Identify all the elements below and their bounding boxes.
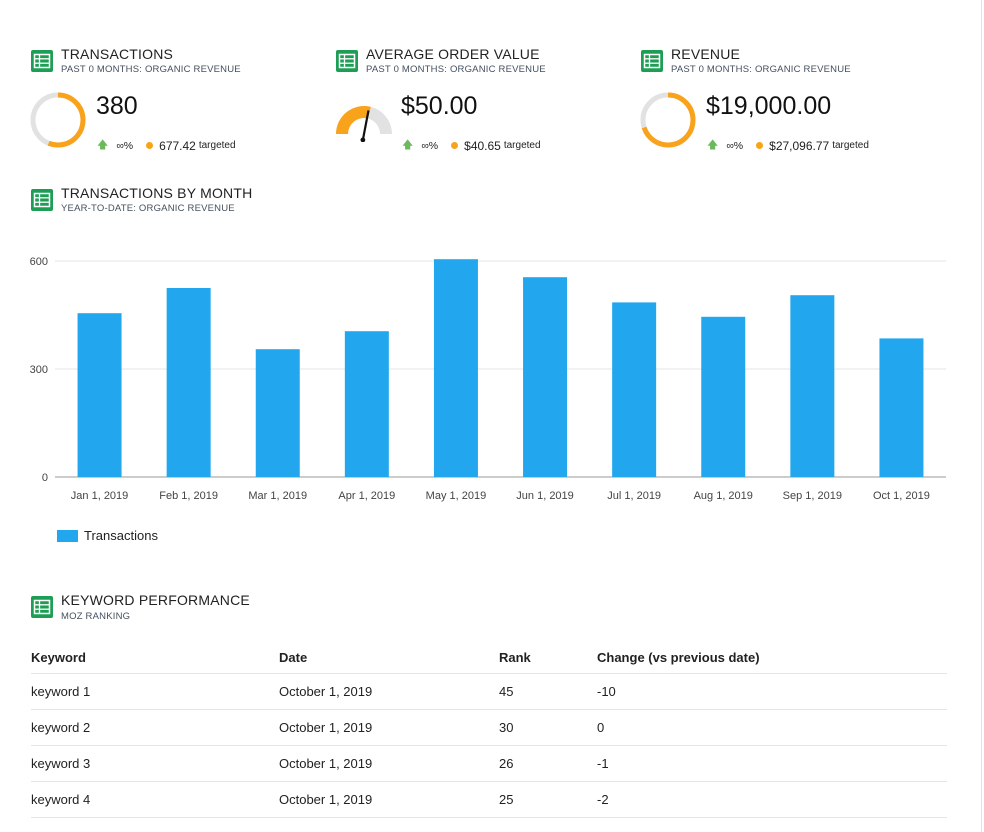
date-cell: October 1, 2019 [279, 781, 499, 818]
spreadsheet-icon [31, 596, 53, 618]
change-cell: -1 [597, 745, 947, 782]
x-tick-label: Aug 1, 2019 [694, 490, 753, 502]
spreadsheet-icon [31, 189, 53, 211]
bar [701, 316, 746, 477]
kpi-value: $50.00 [401, 92, 478, 120]
target-label: targeted [198, 140, 236, 151]
bar [433, 259, 478, 477]
rank-cell: 30 [499, 709, 597, 746]
date-cell: October 1, 2019 [279, 745, 499, 782]
spreadsheet-icon [336, 50, 358, 72]
kpi-value: $19,000.00 [706, 92, 832, 120]
table-row: keyword 3 October 1, 2019 26 -1 [31, 745, 947, 782]
y-tick-label: 0 [42, 472, 48, 484]
spreadsheet-icon [641, 50, 663, 72]
change-percent: ∞% [421, 139, 439, 152]
rank-cell: 26 [499, 745, 597, 782]
target-label: targeted [503, 140, 541, 151]
x-tick-label: Feb 1, 2019 [159, 490, 218, 502]
change-percent: ∞% [726, 139, 744, 152]
bar [523, 277, 568, 477]
target-value: $40.65 [464, 138, 501, 153]
column-header[interactable]: Change (vs previous date) [597, 641, 947, 674]
speedometer-gauge [336, 106, 392, 142]
ring-progress [640, 92, 696, 148]
transactions-bar-chart: 0 300 600 Jan 1, 2019 Feb 1, 2019 Mar 1, 2019… [30, 256, 946, 502]
column-header[interactable]: Rank [499, 641, 597, 674]
x-tick-label: Apr 1, 2019 [338, 490, 395, 502]
x-tick-label: Jul 1, 2019 [607, 490, 661, 502]
bar [166, 288, 211, 477]
bar [790, 295, 835, 477]
keyword-cell: keyword 1 [31, 673, 279, 710]
target-value: 677.42 [159, 138, 196, 153]
table-header-row: Keyword Date Rank Change (vs previous da… [31, 641, 947, 674]
kpi-title: REVENUE [671, 46, 741, 62]
kpi-delta: 🡅 ∞% $40.65 targeted [402, 136, 541, 155]
keyword-cell: keyword 4 [31, 781, 279, 818]
bar [612, 302, 657, 477]
bar [255, 349, 300, 477]
rank-cell: 45 [499, 673, 597, 710]
gauge-hub [360, 137, 366, 142]
date-cell: October 1, 2019 [279, 673, 499, 710]
date-cell: October 1, 2019 [279, 709, 499, 746]
ring-progress [30, 92, 86, 148]
kpi-delta: 🡅 ∞% $27,096.77 targeted [707, 136, 869, 155]
column-header[interactable]: Keyword [31, 641, 279, 674]
keyword-table: Keyword Date Rank Change (vs previous da… [31, 641, 947, 818]
chart-subtitle: YEAR-TO-DATE: ORGANIC REVENUE [61, 203, 235, 214]
column-header[interactable]: Date [279, 641, 499, 674]
x-tick-label: Oct 1, 2019 [873, 490, 930, 502]
table-row: keyword 1 October 1, 2019 45 -10 [31, 673, 947, 710]
kpi-title: AVERAGE ORDER VALUE [366, 46, 540, 62]
table-row: keyword 2 October 1, 2019 30 0 [31, 709, 947, 746]
right-border [981, 0, 982, 832]
rank-cell: 25 [499, 781, 597, 818]
arrow-up-icon: 🡅 [402, 139, 414, 151]
chart-legend: Transactions [57, 528, 158, 543]
x-tick-label: Jun 1, 2019 [516, 490, 574, 502]
spreadsheet-icon [31, 50, 53, 72]
legend-label: Transactions [84, 528, 158, 543]
kpi-delta: 🡅 ∞% 677.42 targeted [97, 136, 236, 155]
table-row: keyword 4 October 1, 2019 25 -2 [31, 781, 947, 818]
bar [879, 338, 924, 477]
keywords-subtitle: MOZ RANKING [61, 611, 131, 622]
kpi-value: 380 [96, 92, 138, 120]
x-tick-label: May 1, 2019 [426, 490, 487, 502]
change-cell: -2 [597, 781, 947, 818]
y-tick-label: 600 [30, 256, 48, 268]
arrow-up-icon: 🡅 [97, 139, 109, 151]
kpi-title: TRANSACTIONS [61, 46, 174, 62]
y-tick-label: 300 [30, 364, 48, 376]
kpi-subtitle: PAST 0 MONTHS: ORGANIC REVENUE [366, 64, 546, 75]
arrow-up-icon: 🡅 [707, 139, 719, 151]
change-percent: ∞% [116, 139, 134, 152]
target-dot-icon [451, 142, 459, 149]
kpi-subtitle: PAST 0 MONTHS: ORGANIC REVENUE [61, 64, 241, 75]
gauge-fill [336, 106, 371, 134]
target-dot-icon [756, 142, 764, 149]
kpi-subtitle: PAST 0 MONTHS: ORGANIC REVENUE [671, 64, 851, 75]
keyword-cell: keyword 3 [31, 745, 279, 782]
keywords-title: KEYWORD PERFORMANCE [61, 592, 250, 608]
target-value: $27,096.77 [769, 138, 830, 153]
target-label: targeted [832, 140, 869, 151]
gauge-needle [361, 110, 370, 141]
chart-title: TRANSACTIONS BY MONTH [61, 185, 253, 201]
bar [344, 331, 389, 477]
bar [77, 313, 122, 477]
change-cell: 0 [597, 709, 947, 746]
x-tick-label: Sep 1, 2019 [783, 490, 842, 502]
progress-ring [30, 92, 86, 148]
x-tick-label: Jan 1, 2019 [71, 490, 129, 502]
x-tick-label: Mar 1, 2019 [248, 490, 307, 502]
target-dot-icon [146, 142, 154, 149]
change-cell: -10 [597, 673, 947, 710]
legend-swatch [57, 529, 78, 542]
gauge-track [367, 106, 392, 134]
progress-ring [640, 92, 696, 148]
keyword-cell: keyword 2 [31, 709, 279, 746]
